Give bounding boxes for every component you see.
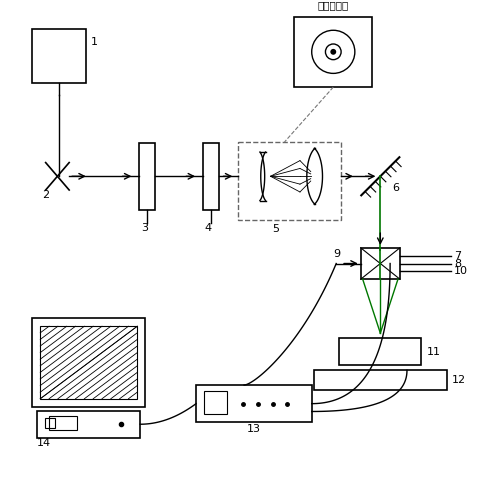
Bar	[37, 411, 140, 438]
Bar	[204, 391, 228, 414]
Bar	[49, 416, 77, 430]
Text: 9: 9	[333, 249, 341, 259]
Circle shape	[330, 49, 336, 55]
Bar	[314, 370, 447, 390]
Text: 光束横截面: 光束横截面	[318, 0, 349, 11]
Text: 7: 7	[454, 251, 461, 261]
Bar	[196, 385, 312, 422]
Text: 12: 12	[452, 375, 466, 385]
Text: 14: 14	[37, 438, 51, 448]
Text: 1: 1	[91, 37, 98, 47]
Bar	[32, 29, 86, 83]
Text: 2: 2	[42, 190, 49, 200]
Text: 10: 10	[454, 266, 468, 276]
Text: 3: 3	[141, 223, 148, 233]
Bar	[339, 338, 421, 365]
Bar	[139, 143, 155, 210]
Text: 8: 8	[454, 259, 461, 269]
Text: 5: 5	[272, 224, 279, 234]
Bar	[203, 143, 219, 210]
Text: 6: 6	[392, 183, 399, 193]
Bar	[294, 17, 373, 87]
Bar	[45, 418, 55, 428]
Bar	[32, 319, 145, 407]
Bar	[361, 248, 400, 279]
Text: 13: 13	[247, 424, 261, 434]
Bar	[40, 326, 137, 399]
Text: 4: 4	[205, 223, 212, 233]
Text: 11: 11	[426, 347, 440, 357]
Bar	[238, 142, 341, 220]
